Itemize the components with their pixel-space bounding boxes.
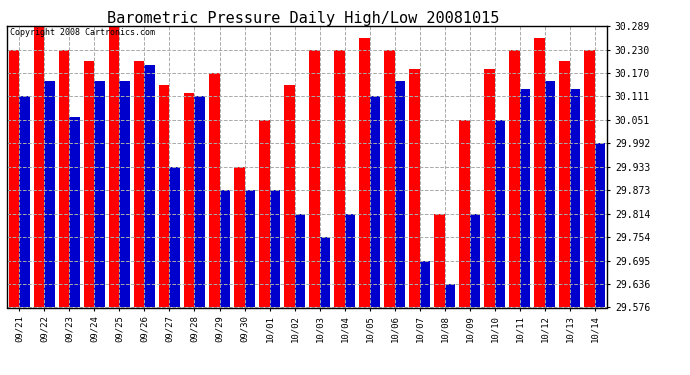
Text: Copyright 2008 Cartronics.com: Copyright 2008 Cartronics.com (10, 28, 155, 37)
Bar (209, 73, 219, 308)
Bar (34, 26, 44, 308)
Bar (170, 166, 180, 308)
Bar (584, 50, 595, 308)
Bar (395, 81, 405, 308)
Bar (270, 190, 280, 308)
Bar (470, 214, 480, 308)
Bar (384, 50, 395, 308)
Bar (109, 26, 119, 308)
Bar (134, 62, 144, 308)
Bar (195, 96, 205, 308)
Text: Barometric Pressure Daily High/Low 20081015: Barometric Pressure Daily High/Low 20081… (108, 11, 500, 26)
Bar (244, 190, 255, 308)
Bar (159, 85, 170, 308)
Bar (44, 81, 55, 308)
Bar (184, 93, 195, 308)
Bar (495, 120, 505, 308)
Bar (444, 284, 455, 308)
Bar (319, 237, 330, 308)
Bar (595, 143, 605, 308)
Bar (19, 96, 30, 308)
Bar (344, 214, 355, 308)
Bar (219, 190, 230, 308)
Bar (420, 261, 430, 308)
Bar (370, 96, 380, 308)
Bar (544, 81, 555, 308)
Bar (70, 117, 80, 308)
Bar (484, 69, 495, 308)
Bar (520, 89, 530, 308)
Bar (295, 214, 305, 308)
Bar (259, 120, 270, 308)
Bar (119, 81, 130, 308)
Bar (459, 120, 470, 308)
Bar (234, 166, 244, 308)
Bar (509, 50, 520, 308)
Bar (9, 50, 19, 308)
Bar (59, 50, 70, 308)
Bar (334, 50, 344, 308)
Bar (559, 62, 570, 308)
Bar (144, 65, 155, 308)
Bar (359, 38, 370, 308)
Bar (284, 85, 295, 308)
Bar (84, 62, 95, 308)
Bar (534, 38, 544, 308)
Bar (570, 89, 580, 308)
Bar (409, 69, 420, 308)
Bar (309, 50, 319, 308)
Bar (95, 81, 105, 308)
Bar (434, 214, 444, 308)
